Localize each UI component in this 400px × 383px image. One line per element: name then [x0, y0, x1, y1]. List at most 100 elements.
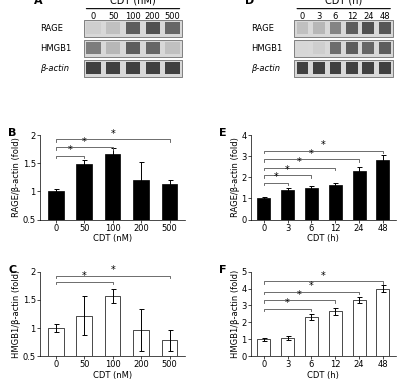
Text: 100: 100: [125, 12, 141, 21]
Bar: [146, 22, 160, 34]
Text: D: D: [245, 0, 254, 6]
Text: RAGE: RAGE: [251, 24, 274, 33]
Bar: [362, 43, 374, 54]
Bar: [166, 62, 180, 74]
Bar: [105, 154, 120, 248]
Bar: [329, 311, 342, 356]
Text: 3: 3: [316, 12, 322, 21]
X-axis label: CDT (h): CDT (h): [308, 234, 339, 243]
Text: RAGE: RAGE: [40, 24, 63, 33]
Bar: [86, 43, 100, 54]
Bar: [162, 340, 178, 383]
Bar: [362, 22, 374, 34]
X-axis label: CDT (nM): CDT (nM): [93, 371, 132, 380]
Text: *: *: [110, 129, 115, 139]
Bar: [86, 22, 100, 34]
X-axis label: CDT (nM): CDT (nM): [93, 234, 132, 243]
Bar: [84, 20, 182, 36]
Bar: [126, 22, 140, 34]
Bar: [379, 43, 391, 54]
Text: CDT (h): CDT (h): [325, 0, 362, 6]
Text: *: *: [110, 265, 115, 275]
Text: 0: 0: [300, 12, 305, 21]
Text: *: *: [82, 271, 86, 282]
Y-axis label: RAGE/β-actin (fold): RAGE/β-actin (fold): [12, 137, 21, 217]
Text: 0: 0: [91, 12, 96, 21]
Bar: [106, 22, 120, 34]
Bar: [330, 22, 341, 34]
Bar: [313, 22, 325, 34]
Bar: [133, 330, 149, 383]
Y-axis label: HMGB1/β-actin (fold): HMGB1/β-actin (fold): [12, 270, 21, 358]
Text: *: *: [309, 281, 314, 291]
Text: *: *: [285, 298, 290, 308]
Bar: [346, 62, 358, 74]
Text: *: *: [297, 290, 302, 300]
Text: *: *: [68, 146, 72, 155]
Bar: [162, 184, 178, 248]
Text: C: C: [8, 265, 16, 275]
Bar: [346, 22, 358, 34]
Bar: [257, 339, 270, 356]
Bar: [376, 160, 390, 219]
Bar: [296, 22, 308, 34]
Bar: [352, 300, 366, 356]
Text: 48: 48: [380, 12, 390, 21]
Bar: [126, 62, 140, 74]
X-axis label: CDT (h): CDT (h): [308, 371, 339, 380]
Bar: [294, 40, 393, 57]
Bar: [379, 62, 391, 74]
Bar: [305, 188, 318, 219]
Text: F: F: [219, 265, 226, 275]
Text: HMGB1: HMGB1: [40, 44, 71, 53]
Y-axis label: HMGB1/β-actin (fold): HMGB1/β-actin (fold): [231, 270, 240, 358]
Text: *: *: [321, 271, 326, 281]
Bar: [48, 192, 64, 248]
Bar: [106, 62, 120, 74]
Bar: [330, 43, 341, 54]
Text: *: *: [309, 149, 314, 159]
Text: 12: 12: [347, 12, 357, 21]
Bar: [362, 62, 374, 74]
Bar: [105, 296, 120, 383]
Bar: [257, 198, 270, 219]
Bar: [330, 62, 341, 74]
Bar: [86, 62, 100, 74]
Bar: [84, 40, 182, 57]
Bar: [48, 328, 64, 383]
Text: β-actin: β-actin: [251, 64, 280, 73]
Bar: [146, 62, 160, 74]
Bar: [313, 43, 325, 54]
Bar: [346, 43, 358, 54]
Text: *: *: [285, 165, 290, 175]
Bar: [76, 316, 92, 383]
Text: B: B: [8, 128, 16, 138]
Bar: [133, 180, 149, 248]
Bar: [379, 22, 391, 34]
Bar: [76, 164, 92, 248]
Text: β-actin: β-actin: [40, 64, 69, 73]
Text: CDT (nM): CDT (nM): [110, 0, 156, 6]
Bar: [166, 43, 180, 54]
Text: 500: 500: [165, 12, 180, 21]
Bar: [352, 171, 366, 219]
Bar: [126, 43, 140, 54]
Text: *: *: [321, 141, 326, 151]
Bar: [281, 338, 294, 356]
Text: 50: 50: [108, 12, 118, 21]
Bar: [106, 43, 120, 54]
Text: 200: 200: [145, 12, 161, 21]
Bar: [376, 289, 390, 356]
Y-axis label: RAGE/β-actin (fold): RAGE/β-actin (fold): [231, 137, 240, 217]
Bar: [166, 22, 180, 34]
Text: *: *: [297, 157, 302, 167]
Bar: [146, 43, 160, 54]
Bar: [84, 60, 182, 77]
Text: 24: 24: [363, 12, 374, 21]
Text: *: *: [82, 137, 86, 147]
Bar: [281, 190, 294, 219]
Bar: [329, 185, 342, 219]
Text: HMGB1: HMGB1: [251, 44, 282, 53]
Bar: [296, 43, 308, 54]
Bar: [294, 20, 393, 36]
